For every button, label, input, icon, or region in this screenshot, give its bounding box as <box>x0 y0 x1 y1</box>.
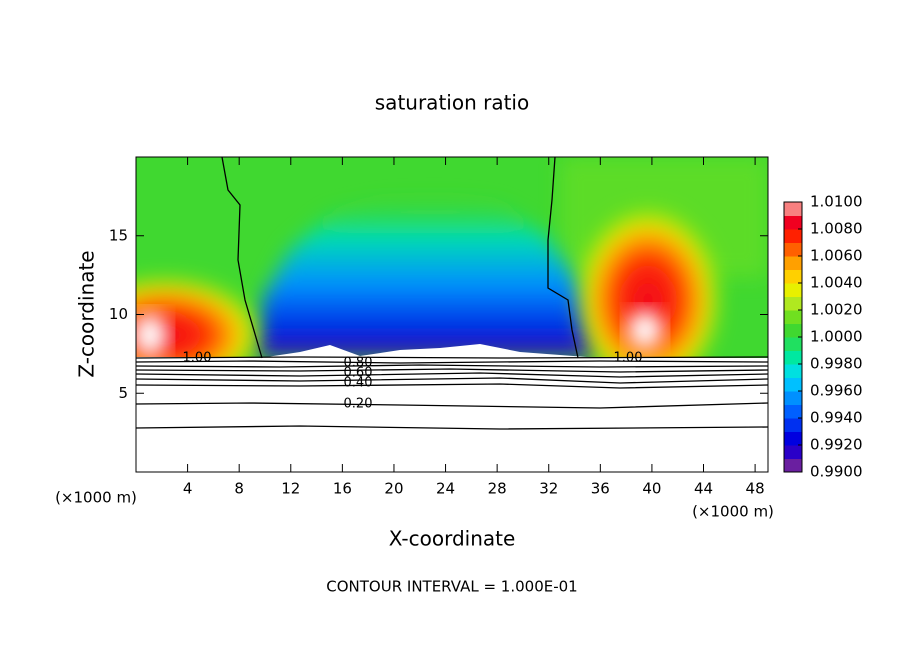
colorbar-swatch <box>784 431 802 446</box>
contour-lines <box>136 157 768 430</box>
colorbar-tick-label: 0.9980 <box>810 355 863 373</box>
x-unit-label: (×1000 m) <box>55 489 137 507</box>
colorbar-swatch <box>784 364 802 378</box>
colorbar-swatch <box>784 377 802 392</box>
colorbar-tick-label: 0.9900 <box>810 463 863 481</box>
x-axis-label: X-coordinate <box>389 527 516 551</box>
colorbar-swatch <box>784 310 802 324</box>
colorbar-swatch <box>784 350 802 365</box>
colorbar-swatch <box>784 337 802 351</box>
contour-label: 1.00 <box>183 351 212 366</box>
colorbar-tick-label: 1.0060 <box>810 247 863 265</box>
colorbar-tick-label: 0.9920 <box>810 436 863 454</box>
colorbar-swatch <box>784 215 802 230</box>
x-tick-label: 28 <box>488 480 507 498</box>
x-tick-label: 20 <box>384 480 403 498</box>
colorbar-swatch <box>784 242 802 257</box>
colorbar-swatch <box>784 418 802 432</box>
field <box>136 157 768 472</box>
contour-label: 0.40 <box>344 376 373 391</box>
x-tick-label: 8 <box>234 480 244 498</box>
colorbar-swatch <box>784 391 802 405</box>
colorbar-swatch <box>784 445 802 459</box>
x-tick-label: 12 <box>281 480 300 498</box>
colorbar-tick-label: 1.0000 <box>810 328 863 346</box>
x-tick-label: 44 <box>694 480 713 498</box>
colorbar-swatch <box>784 229 802 243</box>
contour-label: 1.00 <box>614 351 643 366</box>
contour-label: 0.20 <box>344 397 373 412</box>
x-tick-label: 24 <box>436 480 455 498</box>
y-axis-label: Z-coordinate <box>75 250 99 377</box>
colorbar-tick-label: 1.0020 <box>810 301 863 319</box>
contour-label: 0.80 <box>344 356 373 371</box>
colorbar-swatch <box>784 283 802 297</box>
colorbar-swatch <box>784 323 802 338</box>
contour-label: 0.60 <box>344 366 373 381</box>
x-tick-label: 4 <box>183 480 193 498</box>
colorbar-tick-label: 1.0080 <box>810 220 863 238</box>
colorbar-swatch <box>784 404 802 419</box>
x-tick-label: 16 <box>333 480 352 498</box>
colorbar-swatch <box>784 202 802 216</box>
x-unit-label: (×1000 m) <box>692 503 774 521</box>
colorbar-swatch <box>784 458 802 473</box>
colorbar-tick-label: 1.0100 <box>810 193 863 211</box>
x-tick-label: 36 <box>591 480 610 498</box>
colorbar-swatch <box>784 296 802 311</box>
colorbar-tick-label: 0.9960 <box>810 382 863 400</box>
colorbar-tick-label: 0.9940 <box>810 409 863 427</box>
y-tick-label: 10 <box>109 305 128 323</box>
x-tick-label: 48 <box>746 480 765 498</box>
colorbar-swatch <box>784 269 802 284</box>
colorbar-tick-label: 1.0040 <box>810 274 863 292</box>
x-tick-label: 32 <box>539 480 558 498</box>
y-tick-label: 15 <box>109 226 128 244</box>
y-tick-label: 5 <box>118 384 128 402</box>
footnote: CONTOUR INTERVAL = 1.000E-01 <box>326 578 577 596</box>
colorbar-swatch <box>784 256 802 270</box>
x-tick-label: 40 <box>642 480 661 498</box>
chart-title: saturation ratio <box>375 91 529 115</box>
